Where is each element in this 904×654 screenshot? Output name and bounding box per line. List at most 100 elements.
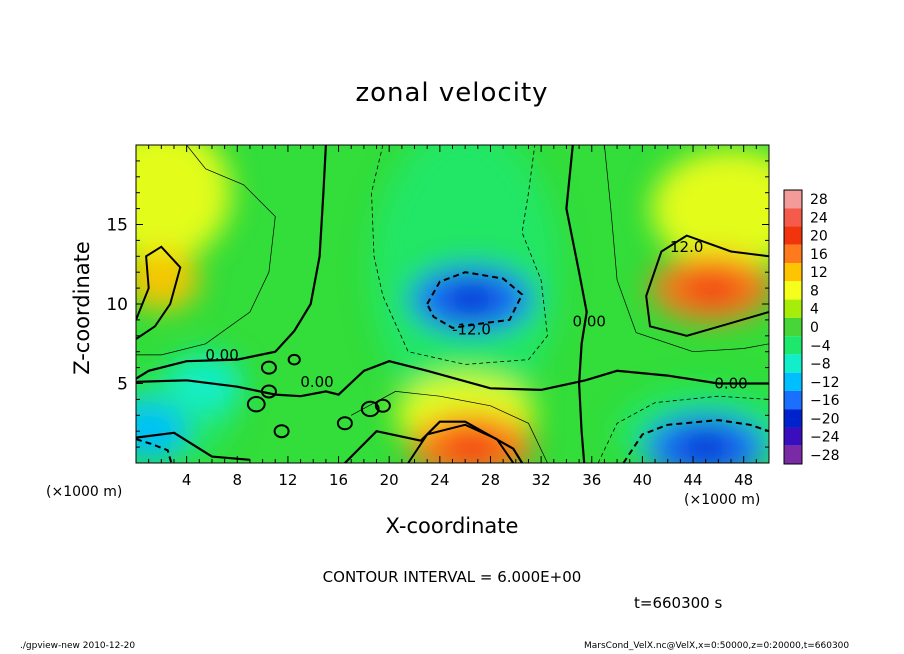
contour-blob [360,400,380,418]
contour-blob [246,395,266,413]
colorbar: 28 24 20 16 12 8 4 0 −4 −8 −12 −16 −20 −24 −28 [783,189,840,465]
colorbar-label: 12 [810,265,828,281]
field-max [136,250,200,311]
x-tick-label: 48 [734,471,753,489]
contour-neg [136,438,173,463]
colorbar-swatch [784,354,802,373]
contour-zero [344,420,524,463]
field-min [136,401,187,462]
x-tick-label: 44 [683,471,702,489]
x-tick-label: 20 [380,471,399,489]
x-tick-label: 24 [430,471,449,489]
x-tick-label: 40 [633,471,652,489]
colorbar-swatch [784,409,802,428]
contour-label: -12.0 [452,320,491,338]
colorbar-label: −16 [810,393,840,409]
contour-blob [273,424,290,439]
field-core [682,272,743,305]
colorbar-label: 16 [810,247,828,263]
x-tick-label: 4 [182,471,192,489]
colorbar-swatch [784,190,802,209]
contour-label-text: 0.00 [300,373,333,391]
colorbar-swatch [784,390,802,410]
colorbar-label: −28 [810,448,840,464]
contour-pos6 [351,391,548,463]
contour-label: 12.0 [670,238,703,256]
contour-pos6 [604,145,769,353]
contour-label-text: 12.0 [670,238,703,256]
x-unit-left: (×1000 m) [46,484,123,500]
x-tick-label: 16 [329,471,348,489]
colorbar-label: −8 [810,357,831,373]
contour-pos [136,245,182,340]
x-tick-label: 8 [233,471,243,489]
y-tick-label: 15 [106,216,128,236]
colorbar-label: 8 [810,283,819,299]
contour-blob [260,360,277,375]
contour-label-text: 0.00 [714,375,747,393]
x-tick-label: 32 [532,471,551,489]
x-tick-label: 36 [582,471,601,489]
colorbar-label: −24 [810,430,840,446]
colorbar-swatch [784,445,802,464]
footer-left: ./gpview-new 2010-12-20 [20,641,136,651]
contour-zero [136,431,250,461]
time-stamp: t=660300 s [634,594,723,612]
y-axis: 5 10 15 [106,160,769,448]
y-axis-label: Z-coordinate [70,241,94,375]
contour-label: 0.00 [573,312,606,330]
field-core [441,431,502,463]
chart-title: zonal velocity [355,78,549,108]
contour-interval-text: CONTOUR INTERVAL = 6.000E+00 [322,568,582,586]
contour-neg6 [371,145,548,365]
contour-label-text: 0.00 [573,312,606,330]
colorbar-swatch [784,208,802,227]
footer-right: MarsCond_VelX.nc@VelX,x=0:50000,z=0:2000… [584,641,850,651]
contour-label: 0.00 [205,346,238,364]
colorbar-swatch [784,244,802,264]
colorbar-swatch [784,263,802,282]
field-core [441,283,502,316]
colorbar-swatch [784,281,802,300]
y-tick-label: 10 [106,295,128,315]
colorbar-label: 20 [810,229,828,245]
colorbar-swatch [784,427,802,446]
contour-labels: 12.0 -12.0 0.00 0.00 0.00 0.00 [205,238,747,393]
contour-blob [287,353,301,366]
field-core [675,431,736,463]
colorbar-swatch [784,336,802,355]
contour-neg6 [597,395,769,463]
contour-pos [407,423,515,463]
colorbar-label: −4 [810,338,831,354]
colorbar-swatch [784,372,802,391]
colorbar-swatch [784,317,802,337]
contour-label-text: 0.00 [205,346,238,364]
colorbar-label: −20 [810,411,840,427]
contour-label: 0.00 [300,373,333,391]
colorbar-label: 0 [810,320,819,336]
colorbar-label: 4 [810,302,819,318]
colorbar-label: 28 [810,192,828,208]
velocity-field [136,145,769,463]
x-axis-label: X-coordinate [385,514,519,538]
field-band [136,145,232,263]
x-tick-label: 28 [481,471,500,489]
contour-pos6 [136,145,276,356]
contour-label-text: -12.0 [452,320,491,338]
contour-label: 0.00 [714,375,747,393]
colorbar-label: 24 [810,210,828,226]
contour-pos [645,234,769,337]
y-tick-label: 5 [117,375,128,395]
x-unit-right: (×1000 m) [684,492,761,508]
contour-zero [565,145,588,463]
x-axis: 4 8 12 16 20 24 28 32 36 40 44 48 [148,145,757,489]
colorbar-border [783,189,803,465]
contour-neg [426,271,524,329]
colorbar-label: −12 [810,375,840,391]
colorbar-swatch [784,299,802,318]
x-tick-label: 12 [278,471,297,489]
contour-blob [260,384,277,399]
contour-zero [136,145,327,380]
colorbar-swatch [784,226,802,245]
